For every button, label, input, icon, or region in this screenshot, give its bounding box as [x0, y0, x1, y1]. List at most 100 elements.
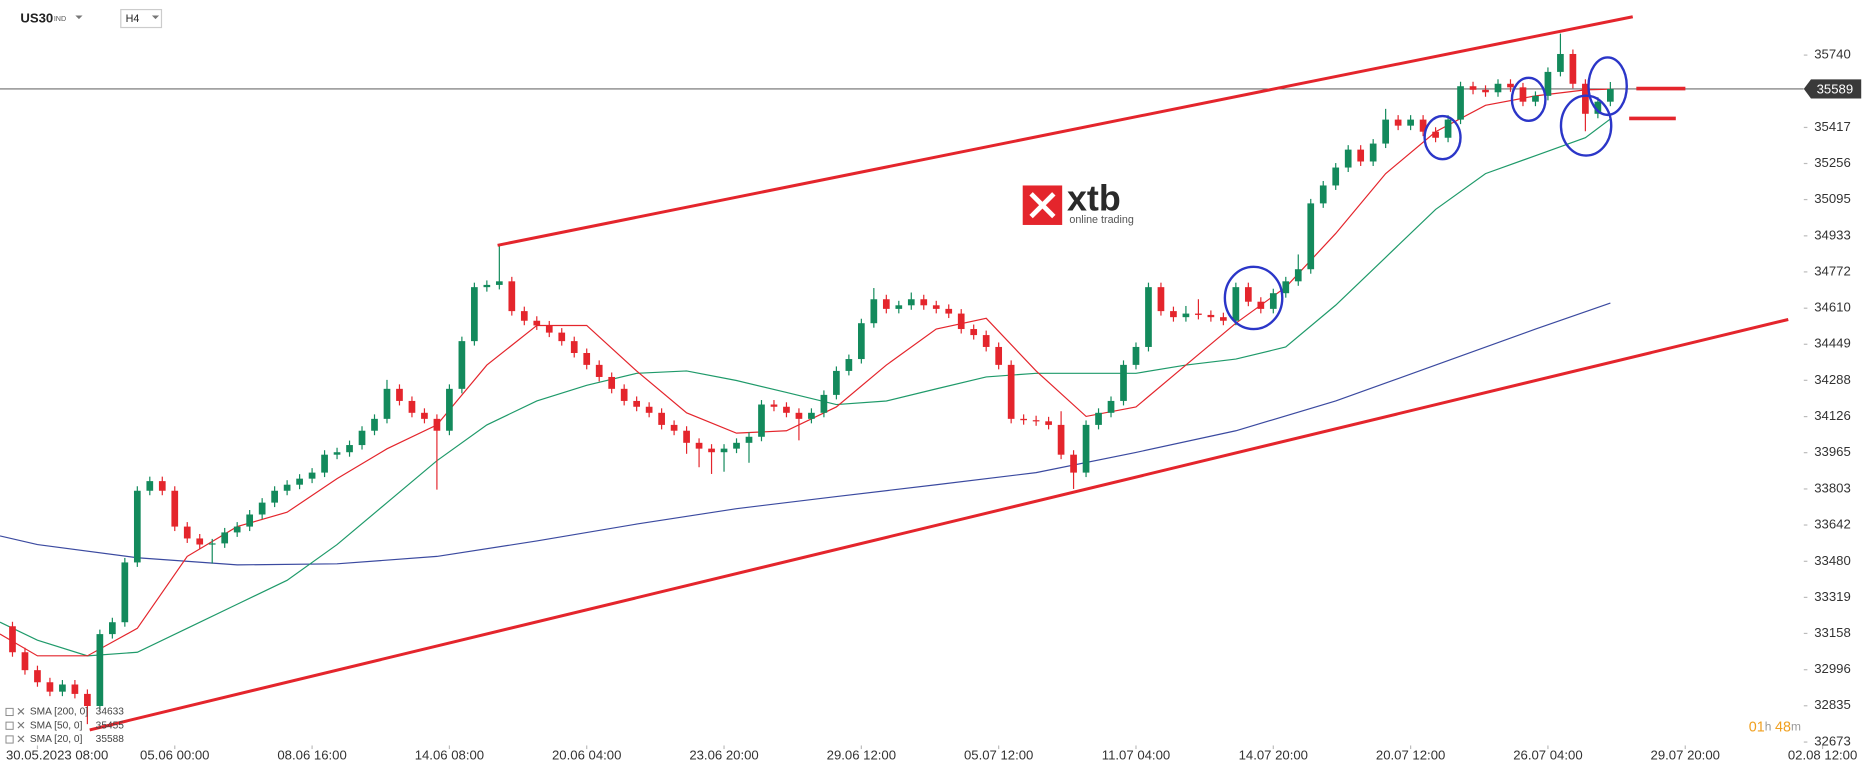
- candle-body: [71, 684, 79, 694]
- candle-body: [1569, 53, 1577, 84]
- logo: xtb online trading: [1022, 179, 1134, 226]
- legend-remove[interactable]: [17, 707, 25, 715]
- plot-area: [0, 33, 1804, 725]
- timeframe[interactable]: H4: [126, 13, 140, 25]
- x-tick-label: 14.06 08:00: [415, 748, 484, 763]
- candle-body: [196, 538, 204, 545]
- candle-body: [1020, 418, 1027, 421]
- y-tick-label: 34933: [1814, 227, 1851, 242]
- price-label: 35589: [1817, 82, 1854, 97]
- candle-body: [683, 430, 690, 443]
- legend-remove[interactable]: [17, 721, 25, 729]
- candle-body: [283, 484, 291, 491]
- candle-body: [1244, 287, 1252, 302]
- candle-body: [795, 412, 803, 419]
- candle-body: [1494, 83, 1502, 93]
- candle-body: [570, 341, 578, 353]
- x-tick-label: 05.06 00:00: [140, 748, 209, 763]
- candle-body: [658, 412, 665, 425]
- candle-body: [932, 305, 940, 309]
- dropdown-caret[interactable]: [75, 15, 83, 20]
- x-tick-label: 11.07 04:00: [1102, 748, 1170, 763]
- x-tick-label: 29.06 12:00: [827, 748, 896, 763]
- candle-body: [1432, 131, 1439, 138]
- candle-body: [421, 412, 428, 419]
- x-tick-label: 14.07 20:00: [1239, 748, 1308, 763]
- highlight-circles: [1223, 56, 1628, 331]
- sma-line: [0, 302, 1611, 566]
- candle-body: [745, 436, 753, 443]
- candle-body: [1132, 346, 1140, 365]
- candle-body: [1382, 119, 1390, 144]
- candle-body: [1007, 364, 1015, 419]
- candle-body: [895, 305, 903, 309]
- timeframe-box[interactable]: [120, 8, 163, 29]
- y-tick-label: 32673: [1814, 734, 1851, 749]
- candle-body: [583, 352, 591, 365]
- candle-body: [1507, 83, 1514, 88]
- legend-name: SMA [200, 0]: [30, 707, 88, 718]
- legend-remove[interactable]: [17, 735, 25, 743]
- y-tick-label: 33803: [1814, 480, 1851, 495]
- y-tick-label: 34449: [1814, 336, 1851, 351]
- candle-body: [608, 376, 616, 389]
- x-tick-label: 08.06 16:00: [277, 748, 346, 763]
- candle-body: [321, 454, 328, 473]
- y-tick-label: 35740: [1814, 47, 1851, 62]
- circle: [1423, 114, 1462, 161]
- candle-body: [733, 442, 740, 449]
- candle-body: [1582, 83, 1589, 114]
- candle-body: [9, 626, 16, 653]
- sma-line: [0, 118, 1611, 657]
- candle-body: [396, 388, 403, 401]
- y-tick-label: 35417: [1814, 119, 1851, 134]
- candle-body: [1045, 421, 1052, 425]
- candle-body: [833, 370, 840, 395]
- candle-body: [96, 634, 104, 706]
- candle-body: [1294, 269, 1302, 282]
- candle-body: [1369, 143, 1377, 162]
- candle-body: [808, 412, 815, 419]
- candle-body: [171, 490, 179, 527]
- candle-body: [233, 526, 241, 533]
- candle-body: [1220, 317, 1227, 321]
- x-tick-label: 26.07 04:00: [1513, 748, 1582, 763]
- candle-body: [858, 323, 865, 360]
- candle-body: [1557, 53, 1564, 72]
- candle-body: [758, 404, 765, 437]
- y-tick-label: 35095: [1814, 191, 1851, 206]
- candle-body: [1120, 364, 1127, 401]
- circle: [1587, 56, 1628, 117]
- candle-body: [346, 445, 353, 453]
- legend: SMA [200, 0] 34633 SMA [50, 0] 35455 SMA [20…: [5, 707, 125, 745]
- candle-body: [595, 364, 603, 377]
- y-tick-label: 34610: [1814, 300, 1851, 315]
- candle-body: [271, 490, 278, 503]
- candle-body: [1157, 287, 1165, 312]
- trend-line: [497, 15, 1634, 247]
- dropdown-caret[interactable]: [151, 15, 160, 20]
- candle-body: [1532, 95, 1539, 102]
- legend-value: 35588: [96, 734, 125, 745]
- legend-name: SMA [20, 0]: [30, 734, 83, 745]
- logo-tagline: online trading: [1069, 214, 1134, 226]
- candle-body: [458, 341, 466, 389]
- annotations: [89, 15, 1789, 732]
- candle-body: [1482, 89, 1489, 93]
- y-tick-label: 33965: [1814, 444, 1851, 459]
- candle-body: [1544, 71, 1552, 96]
- candle-body: [1232, 287, 1240, 321]
- logo-brand: xtb: [1067, 179, 1121, 219]
- candle-body: [1607, 88, 1614, 102]
- candle-timer: 01h 48m: [1749, 719, 1801, 735]
- sma-line: [0, 88, 1611, 657]
- candle-body: [708, 448, 715, 453]
- x-tick-label: 05.07 12:00: [964, 748, 1033, 763]
- candle-body: [995, 346, 1003, 365]
- ticker[interactable]: US30: [20, 11, 53, 26]
- candle-body: [408, 400, 416, 413]
- timer-h: h: [1765, 720, 1772, 734]
- legend-icon: [5, 707, 14, 717]
- candle-body: [109, 622, 116, 635]
